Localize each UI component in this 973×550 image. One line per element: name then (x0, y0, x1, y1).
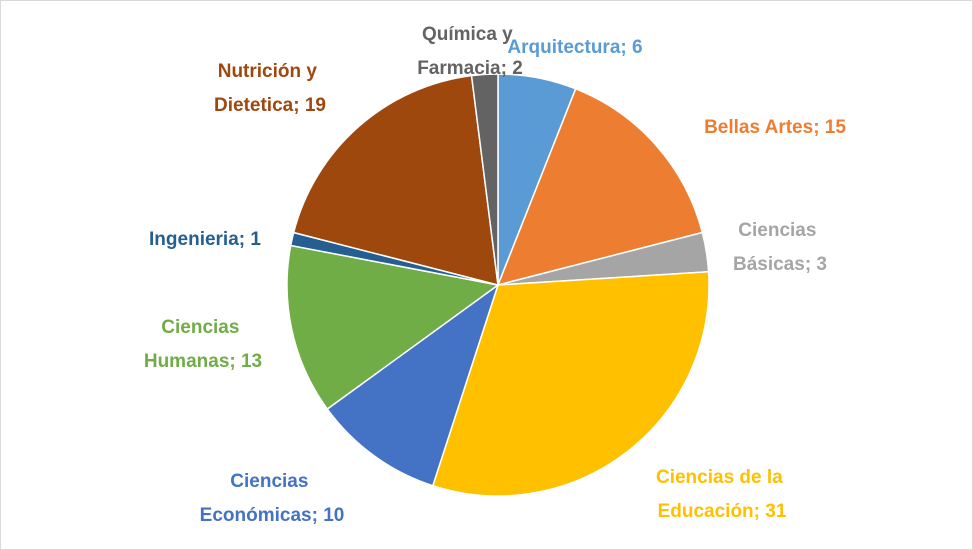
data-label: Ciencias Económicas; 10 (200, 471, 345, 526)
pie-slice (431, 270, 710, 497)
data-label: Nutrición y Dietetica; 19 (214, 61, 326, 116)
pie-slice (292, 74, 499, 287)
data-label: Arquitectura; 6 (507, 37, 642, 58)
data-label: Ciencias Básicas; 3 (733, 220, 827, 275)
data-label: Bellas Artes; 15 (704, 117, 846, 138)
data-label: Ingenieria; 1 (149, 229, 261, 250)
data-label: Química y Farmacia; 2 (417, 24, 523, 79)
pie-slice (326, 283, 500, 487)
pie-slice (496, 87, 704, 287)
pie-slice (470, 73, 499, 286)
data-label: Ciencias de la Educación; 31 (656, 467, 788, 522)
pie-slice (286, 244, 500, 411)
data-label: Ciencias Humanas; 13 (144, 317, 262, 372)
